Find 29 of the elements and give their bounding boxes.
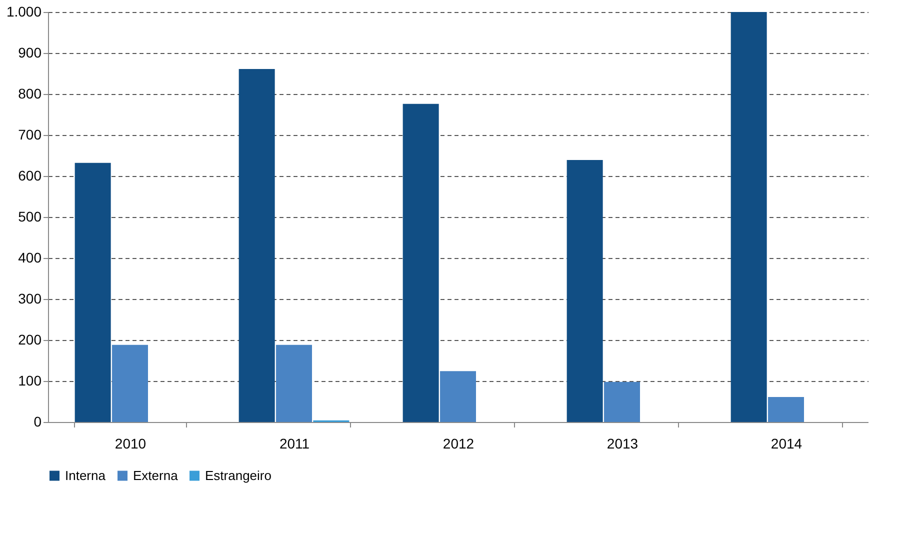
x-tick-label: 2012 [442,436,474,452]
bar [402,104,439,422]
y-tick-label: 700 [18,126,42,142]
bar [730,12,767,422]
y-tick-label: 800 [18,86,42,102]
bar [238,68,275,422]
y-tick-label: 1.000 [6,4,42,20]
x-tick-label: 2011 [279,436,310,452]
legend-label: Estrangeiro [205,468,272,483]
bar [566,160,603,422]
bar [768,396,804,422]
y-tick-label: 0 [34,414,42,430]
y-tick-label: 300 [18,290,42,306]
bar [604,382,640,422]
legend-label: Interna [65,468,106,483]
y-tick-label: 900 [18,44,42,60]
bar [276,344,312,422]
legend-label: Externa [133,468,179,483]
y-tick-label: 400 [18,250,42,266]
x-tick-label: 2014 [770,436,802,452]
x-tick-label: 2010 [114,436,146,452]
y-tick-label: 500 [18,208,42,224]
y-tick-label: 100 [18,372,42,388]
x-tick-label: 2013 [606,436,638,452]
bar [112,344,148,422]
y-tick-label: 200 [18,332,42,348]
y-tick-label: 600 [18,168,42,184]
bar [440,371,476,422]
bar [74,162,111,422]
